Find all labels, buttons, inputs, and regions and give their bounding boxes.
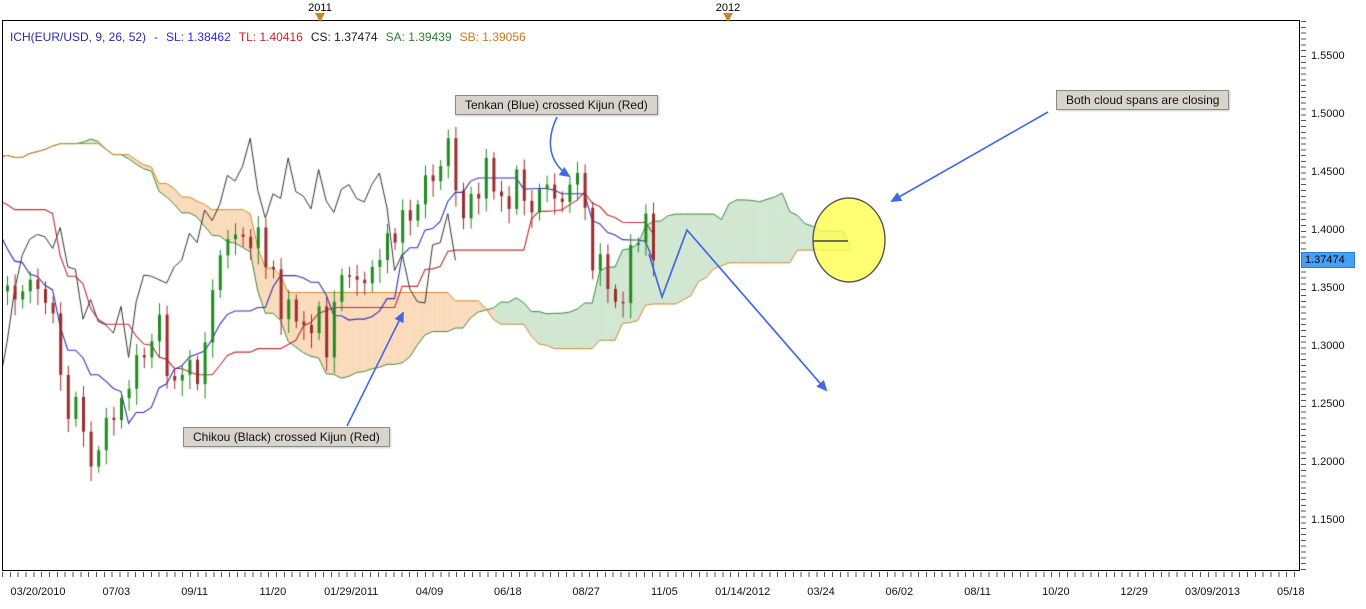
- x-axis-label: 11/05: [651, 586, 678, 598]
- indicator-readout-part: ICH(EUR/USD, 9, 26, 52): [10, 30, 147, 44]
- x-axis-label: 10/20: [1042, 586, 1070, 598]
- x-axis-label: 11/20: [259, 586, 287, 598]
- y-axis-label: 1.4500: [1311, 166, 1345, 178]
- y-axis-label: 1.5000: [1311, 108, 1345, 120]
- y-axis-label: 1.3000: [1311, 340, 1345, 352]
- x-axis-label: 03/09/2013: [1184, 586, 1241, 598]
- year-marker-icon: [315, 13, 325, 22]
- y-axis-label: 1.2500: [1311, 398, 1345, 410]
- annotation-cloud-closing[interactable]: Both cloud spans are closing: [1056, 90, 1230, 110]
- indicator-readout-part: SL: 1.38462: [166, 30, 231, 44]
- annotation-chikou-cross[interactable]: Chikou (Black) crossed Kijun (Red): [183, 427, 390, 447]
- x-axis-label: 12/29: [1120, 586, 1148, 598]
- x-axis-label: 08/27: [572, 586, 600, 598]
- x-axis-label: 03/24: [807, 586, 835, 598]
- x-axis-label: 01/14/2012: [715, 586, 771, 598]
- indicator-readout-part: SA: 1.39439: [385, 30, 452, 44]
- year-marker-icon: [723, 13, 733, 22]
- x-axis-label: 06/02: [885, 586, 914, 598]
- year-label: 2012: [715, 2, 741, 14]
- time-axis-ticks: [2, 572, 1300, 577]
- y-axis-label: 1.4000: [1311, 224, 1345, 236]
- price-axis[interactable]: 1.37474 1.5500 1.5000 1.4500 1.4000 1.3500 1.…: [1300, 0, 1366, 609]
- y-axis-label: 1.1500: [1311, 514, 1345, 526]
- indicator-readout: ICH(EUR/USD, 9, 26, 52) - SL: 1.38462 TL: 1…: [10, 30, 526, 44]
- indicator-readout-part: SB: 1.39056: [459, 30, 526, 44]
- x-axis-label: 06/18: [494, 586, 522, 598]
- x-axis-label: 01/29/2011: [324, 586, 379, 598]
- y-axis-label: 1.2000: [1311, 456, 1345, 468]
- year-label: 2011: [308, 2, 332, 14]
- x-axis-label: 08/11: [964, 586, 991, 598]
- x-axis-label: 05/18: [1277, 586, 1305, 598]
- current-price-badge: 1.37474: [1301, 252, 1355, 268]
- indicator-readout-part: TL: 1.40416: [238, 30, 303, 44]
- indicator-readout-part: -: [154, 30, 159, 44]
- time-axis[interactable]: 03/20/2010 07/03 09/11 11/20 01/29/2011 04/09…: [0, 571, 1305, 609]
- x-axis-label: 04/09: [415, 586, 444, 598]
- y-axis-label: 1.5500: [1311, 50, 1345, 62]
- y-axis-label: 1.3500: [1311, 282, 1345, 294]
- indicator-readout-part: CS: 1.37474: [310, 30, 378, 44]
- annotation-tenkan-cross[interactable]: Tenkan (Blue) crossed Kijun (Red): [455, 95, 658, 115]
- x-axis-label: 09/11: [181, 586, 208, 598]
- x-axis-label: 03/20/2010: [10, 586, 66, 598]
- price-axis-ticks: [1301, 21, 1306, 571]
- x-axis-label: 07/03: [102, 586, 131, 598]
